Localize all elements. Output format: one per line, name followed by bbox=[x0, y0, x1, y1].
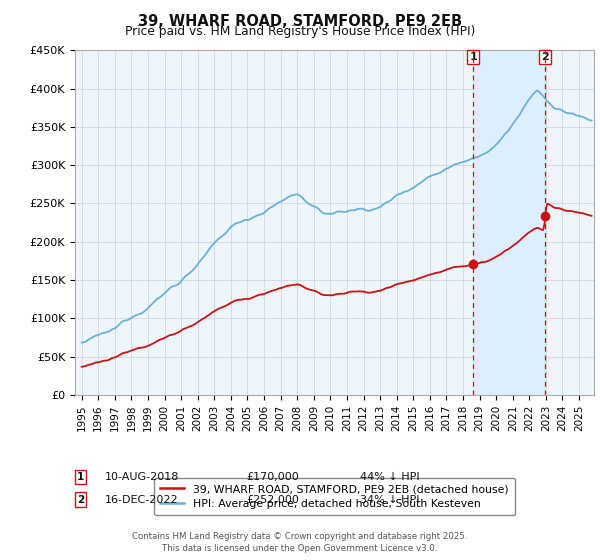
Text: 2: 2 bbox=[77, 494, 84, 505]
Text: £170,000: £170,000 bbox=[246, 472, 299, 482]
Text: 39, WHARF ROAD, STAMFORD, PE9 2EB: 39, WHARF ROAD, STAMFORD, PE9 2EB bbox=[138, 14, 462, 29]
Text: 1: 1 bbox=[77, 472, 84, 482]
Text: £252,000: £252,000 bbox=[246, 494, 299, 505]
Text: 44% ↓ HPI: 44% ↓ HPI bbox=[360, 472, 419, 482]
Text: 10-AUG-2018: 10-AUG-2018 bbox=[105, 472, 179, 482]
Text: 2: 2 bbox=[541, 52, 549, 62]
Bar bbox=[473, 50, 545, 395]
Text: 16-DEC-2022: 16-DEC-2022 bbox=[105, 494, 179, 505]
Text: Price paid vs. HM Land Registry's House Price Index (HPI): Price paid vs. HM Land Registry's House … bbox=[125, 25, 475, 38]
Text: 34% ↓ HPI: 34% ↓ HPI bbox=[360, 494, 419, 505]
Text: 1: 1 bbox=[469, 52, 477, 62]
Legend: 39, WHARF ROAD, STAMFORD, PE9 2EB (detached house), HPI: Average price, detached: 39, WHARF ROAD, STAMFORD, PE9 2EB (detac… bbox=[154, 478, 515, 515]
Text: Contains HM Land Registry data © Crown copyright and database right 2025.
This d: Contains HM Land Registry data © Crown c… bbox=[132, 533, 468, 553]
